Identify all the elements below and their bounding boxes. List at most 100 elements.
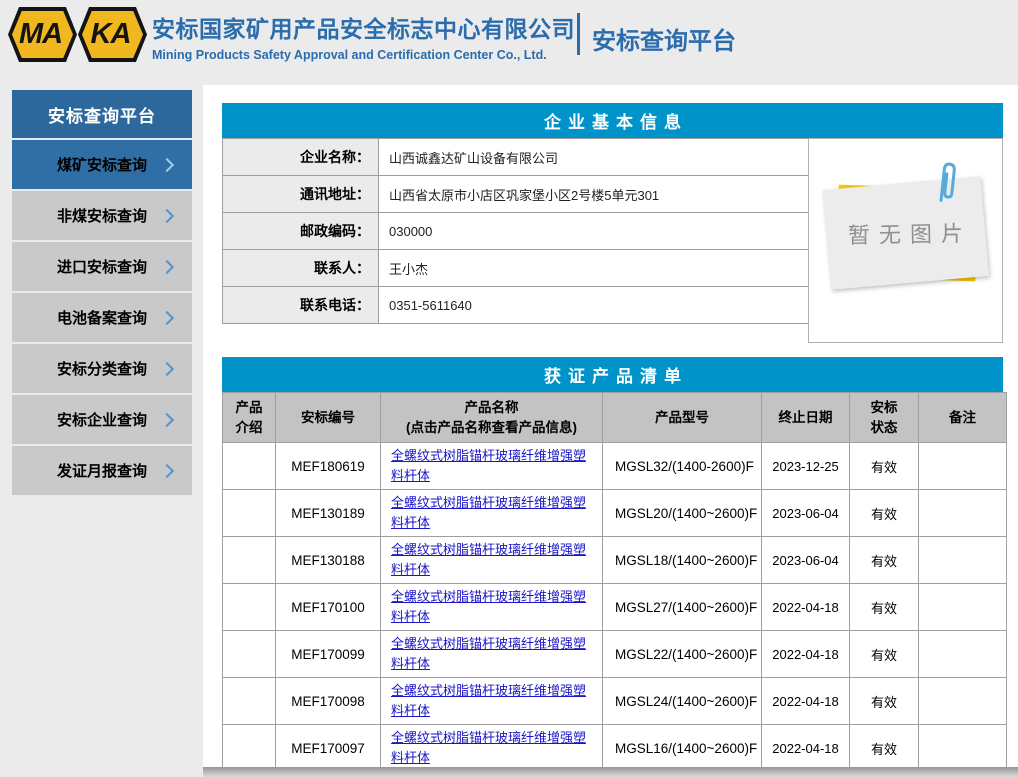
cert-number-cell: MEF170100 <box>275 583 381 631</box>
status-cell: 有效 <box>849 630 919 678</box>
sidebar: 安标查询平台 煤矿安标查询 非煤安标查询 进口安标查询 电池备案查询 安标分类查… <box>12 90 192 495</box>
address-value: 山西省太原市小店区巩家堡小区2号楼5单元301 <box>378 175 809 213</box>
remark-cell <box>918 536 1007 584</box>
info-label: 联系人： <box>222 249 379 287</box>
end-date-cell: 2023-12-25 <box>761 442 850 490</box>
sidebar-item-label: 安标分类查询 <box>56 361 147 378</box>
product-list-title: 获证产品清单 <box>222 357 1003 392</box>
model-cell: MGSL16/(1400~2600)F <box>602 724 762 772</box>
end-date-cell: 2022-04-18 <box>761 630 850 678</box>
product-name-link[interactable]: 全螺纹式树脂锚杆玻璃纤维增强塑料杆体 <box>391 447 587 483</box>
product-row: MEF170097 全螺纹式树脂锚杆玻璃纤维增强塑料杆体 MGSL16/(140… <box>222 724 1007 772</box>
remark-cell <box>918 724 1007 772</box>
sidebar-item-label: 进口安标查询 <box>56 259 147 276</box>
model-cell: MGSL22/(1400~2600)F <box>602 630 762 678</box>
product-row: MEF130188 全螺纹式树脂锚杆玻璃纤维增强塑料杆体 MGSL18/(140… <box>222 536 1007 584</box>
contact-person-value: 王小杰 <box>378 249 809 287</box>
intro-cell <box>222 724 276 772</box>
info-row: 企业名称： 山西诚鑫达矿山设备有限公司 <box>222 138 809 176</box>
end-date-cell: 2022-04-18 <box>761 583 850 631</box>
col-header-model: 产品型号 <box>602 392 762 443</box>
phone-value: 0351-5611640 <box>378 286 809 324</box>
sidebar-item-safety-enterprise-query[interactable]: 安标企业查询 <box>12 395 192 444</box>
status-cell: 有效 <box>849 442 919 490</box>
product-name-link[interactable]: 全螺纹式树脂锚杆玻璃纤维增强塑料杆体 <box>391 729 587 765</box>
logo-badge-ma-text: MA <box>18 18 63 50</box>
col-header-intro: 产品 介绍 <box>222 392 276 443</box>
logo-badge-ka: KA <box>78 7 147 62</box>
org-name-block: 安标国家矿用产品安全标志中心有限公司 Mining Products Safet… <box>152 10 575 62</box>
sidebar-item-noncoal-safety-query[interactable]: 非煤安标查询 <box>12 191 192 240</box>
remark-cell <box>918 583 1007 631</box>
chevron-right-icon <box>159 361 175 376</box>
status-cell: 有效 <box>849 583 919 631</box>
platform-title: 安标查询平台 <box>592 28 736 55</box>
cert-number-cell: MEF130189 <box>275 489 381 537</box>
intro-cell <box>222 583 276 631</box>
remark-cell <box>918 442 1007 490</box>
main-content: 企业基本信息 企业名称： 山西诚鑫达矿山设备有限公司 通讯地址： 山西省太原市小… <box>203 85 1018 777</box>
chevron-right-icon <box>159 157 175 172</box>
status-cell: 有效 <box>849 489 919 537</box>
sidebar-item-import-safety-query[interactable]: 进口安标查询 <box>12 242 192 291</box>
product-name-link[interactable]: 全螺纹式树脂锚杆玻璃纤维增强塑料杆体 <box>391 635 587 671</box>
company-info-table: 企业名称： 山西诚鑫达矿山设备有限公司 通讯地址： 山西省太原市小店区巩家堡小区… <box>222 138 809 324</box>
model-cell: MGSL27/(1400~2600)F <box>602 583 762 631</box>
info-label: 联系电话： <box>222 286 379 324</box>
placeholder-gray-card: 暂无图片 <box>822 176 990 290</box>
intro-cell <box>222 630 276 678</box>
cert-number-cell: MEF130188 <box>275 536 381 584</box>
cert-number-cell: MEF180619 <box>275 442 381 490</box>
col-header-remark: 备注 <box>918 392 1007 443</box>
content-bottom-bar <box>203 767 1018 777</box>
product-name-link[interactable]: 全螺纹式树脂锚杆玻璃纤维增强塑料杆体 <box>391 494 587 530</box>
info-row: 通讯地址： 山西省太原市小店区巩家堡小区2号楼5单元301 <box>222 175 809 213</box>
product-name-link[interactable]: 全螺纹式树脂锚杆玻璃纤维增强塑料杆体 <box>391 682 587 718</box>
chevron-right-icon <box>159 208 175 223</box>
cert-number-cell: MEF170097 <box>275 724 381 772</box>
product-row: MEF180619 全螺纹式树脂锚杆玻璃纤维增强塑料杆体 MGSL32/(140… <box>222 442 1007 490</box>
remark-cell <box>918 489 1007 537</box>
logo-badge-ka-fill <box>82 11 143 58</box>
product-name-link[interactable]: 全螺纹式树脂锚杆玻璃纤维增强塑料杆体 <box>391 588 587 624</box>
sidebar-item-safety-classification-query[interactable]: 安标分类查询 <box>12 344 192 393</box>
logo-badge-ma: MA <box>8 7 77 62</box>
product-table: 产品 介绍 安标编号 产品名称 (点击产品名称查看产品信息) 产品型号 终止日期… <box>222 392 1007 772</box>
info-label: 企业名称： <box>222 138 379 176</box>
end-date-cell: 2022-04-18 <box>761 677 850 725</box>
sidebar-item-label: 煤矿安标查询 <box>56 157 147 174</box>
top-header: MA KA 安标国家矿用产品安全标志中心有限公司 Mining Products… <box>0 0 1018 85</box>
remark-cell <box>918 677 1007 725</box>
status-cell: 有效 <box>849 677 919 725</box>
chevron-right-icon <box>159 463 175 478</box>
company-name-value: 山西诚鑫达矿山设备有限公司 <box>378 138 809 176</box>
sidebar-item-battery-filing-query[interactable]: 电池备案查询 <box>12 293 192 342</box>
info-label: 邮政编码： <box>222 212 379 250</box>
intro-cell <box>222 489 276 537</box>
model-cell: MGSL20/(1400~2600)F <box>602 489 762 537</box>
org-name-zh: 安标国家矿用产品安全标志中心有限公司 <box>152 16 575 42</box>
chevron-right-icon <box>159 310 175 325</box>
cert-number-cell: MEF170099 <box>275 630 381 678</box>
logo-badge-ma-fill <box>12 11 73 58</box>
logo-badge-ka-text: KA <box>90 18 132 50</box>
end-date-cell: 2023-06-04 <box>761 536 850 584</box>
intro-cell <box>222 536 276 584</box>
org-name-en: Mining Products Safety Approval and Cert… <box>152 48 547 62</box>
postcode-value: 030000 <box>378 212 809 250</box>
product-name-link[interactable]: 全螺纹式树脂锚杆玻璃纤维增强塑料杆体 <box>391 541 587 577</box>
col-header-end-date: 终止日期 <box>761 392 850 443</box>
model-cell: MGSL18/(1400~2600)F <box>602 536 762 584</box>
col-header-status: 安标 状态 <box>849 392 919 443</box>
header-divider <box>577 13 580 55</box>
product-row: MEF170099 全螺纹式树脂锚杆玻璃纤维增强塑料杆体 MGSL22/(140… <box>222 630 1007 678</box>
sidebar-item-monthly-report-query[interactable]: 发证月报查询 <box>12 446 192 495</box>
remark-cell <box>918 630 1007 678</box>
info-row: 联系电话： 0351-5611640 <box>222 286 809 324</box>
sidebar-item-coal-safety-query[interactable]: 煤矿安标查询 <box>12 140 192 189</box>
info-row: 邮政编码： 030000 <box>222 212 809 250</box>
no-image-text: 暂无图片 <box>848 220 973 249</box>
sidebar-item-label: 发证月报查询 <box>56 463 147 480</box>
sidebar-title: 安标查询平台 <box>12 90 192 138</box>
product-row: MEF130189 全螺纹式树脂锚杆玻璃纤维增强塑料杆体 MGSL20/(140… <box>222 489 1007 537</box>
